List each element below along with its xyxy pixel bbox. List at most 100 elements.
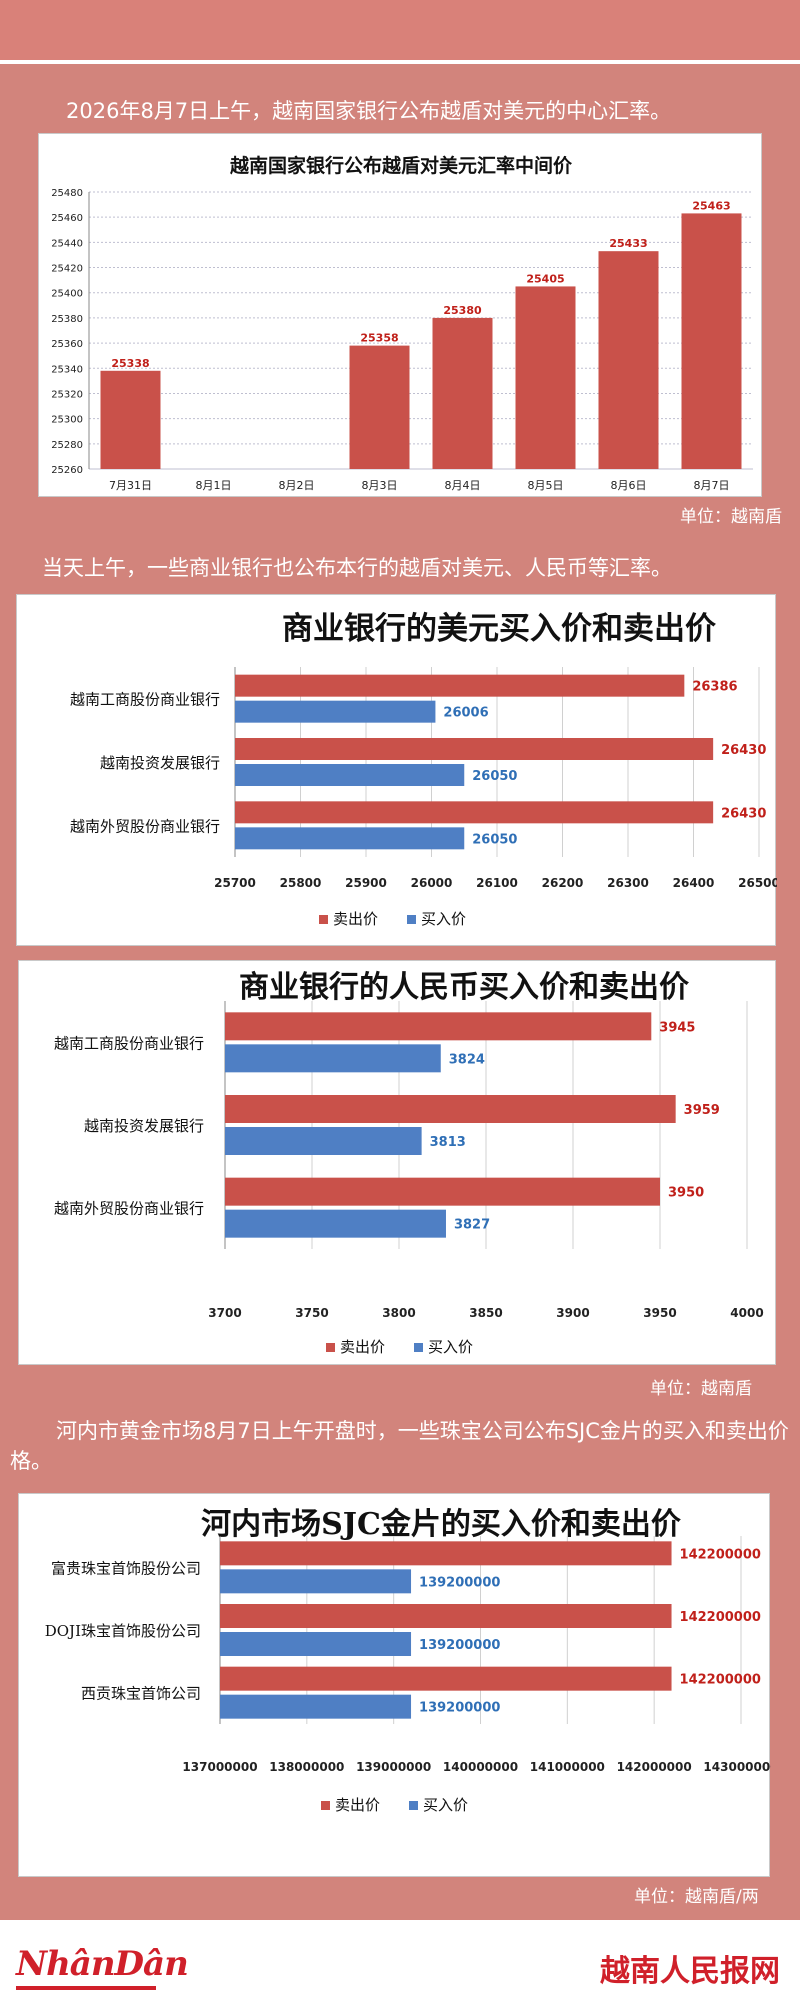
intro-text-1: 2026年8月7日上午，越南国家银行公布越盾对美元的中心汇率。	[66, 99, 672, 123]
x-tick-label: 8月5日	[528, 479, 564, 492]
bar	[515, 286, 576, 469]
sell-bar	[235, 738, 714, 760]
chart-title: 越南国家银行公布越盾对美元汇率中间价	[229, 154, 573, 177]
x-tick-label: 26400	[673, 876, 715, 890]
sell-bar	[220, 1604, 672, 1628]
category-label: 越南外贸股份商业银行	[54, 1200, 204, 1218]
buy-bar	[235, 827, 465, 850]
x-tick-label: 8月4日	[445, 479, 481, 492]
x-tick-label: 3900	[556, 1306, 589, 1320]
data-label: 26430	[721, 743, 766, 758]
data-label: 26430	[721, 806, 766, 821]
chart-title: 商业银行的美元买入价和卖出价	[282, 611, 716, 647]
sell-bar	[220, 1541, 672, 1566]
data-label: 3950	[668, 1186, 704, 1201]
x-tick-label: 3750	[295, 1306, 328, 1320]
x-tick-label: 25800	[280, 876, 322, 890]
y-tick-label: 25260	[51, 465, 83, 476]
chart-central-rate: 越南国家银行公布越盾对美元汇率中间价 25260 25280 25300 25320 25…	[51, 154, 753, 492]
data-label: 139200000	[419, 1701, 500, 1716]
x-tick-label: 8月6日	[611, 479, 647, 492]
category-label: 越南外贸股份商业银行	[70, 817, 220, 835]
category-label: 越南投资发展银行	[100, 754, 220, 772]
sell-bar	[225, 1177, 660, 1206]
legend-swatch	[414, 1343, 423, 1352]
x-tick-label: 3950	[643, 1306, 676, 1320]
sell-bar	[225, 1012, 652, 1041]
data-label: 25463	[692, 199, 730, 212]
x-tick-label: 3800	[382, 1306, 415, 1320]
x-tick-label: 3700	[208, 1306, 241, 1320]
data-label: 3959	[684, 1103, 720, 1118]
intro-text-3: 河内市黄金市场8月7日上午开盘时，一些珠宝公司公布SJC金片的买入和卖出价格。	[10, 1419, 789, 1473]
data-label: 26050	[472, 832, 517, 847]
unit-label-3: 单位：越南盾/两	[634, 1887, 759, 1907]
legend-label: 买入价	[428, 1338, 473, 1356]
x-tick-label: 3850	[469, 1306, 502, 1320]
x-tick-label: 7月31日	[109, 479, 152, 492]
y-tick-label: 25480	[51, 188, 83, 199]
chart-cny-rates: 商业银行的人民币买入价和卖出价 3700 3750 3800 3850 3900 3950 4…	[54, 970, 764, 1356]
legend-swatch	[326, 1343, 335, 1352]
legend-label: 卖出价	[333, 910, 378, 928]
data-label: 3827	[454, 1218, 490, 1233]
data-label: 3945	[659, 1020, 695, 1035]
category-label: 越南工商股份商业银行	[54, 1034, 204, 1052]
y-tick-label: 25340	[51, 364, 83, 375]
x-tick-label: 8月1日	[196, 479, 232, 492]
data-label: 25433	[609, 237, 647, 250]
unit-label-2: 单位：越南盾	[650, 1379, 752, 1399]
y-tick-label: 25360	[51, 339, 83, 350]
chart-title: 河内市场SJC金片的买入价和卖出价	[201, 1507, 681, 1542]
category-label: DOJI珠宝首饰股份公司	[45, 1622, 201, 1640]
data-label: 139200000	[419, 1638, 500, 1653]
data-label: 142200000	[680, 1673, 761, 1688]
x-tick-label: 142000000	[617, 1760, 692, 1774]
buy-bar	[220, 1569, 412, 1594]
buy-bar	[225, 1209, 446, 1238]
site-name[interactable]: 越南人民报网	[600, 1954, 780, 1989]
buy-bar	[225, 1044, 441, 1073]
x-tick-label: 26200	[542, 876, 584, 890]
x-tick-label: 8月7日	[694, 479, 730, 492]
legend-swatch	[319, 915, 328, 924]
y-tick-label: 25320	[51, 389, 83, 400]
y-tick-label: 25400	[51, 289, 83, 300]
data-label: 142200000	[680, 1547, 761, 1562]
bar	[432, 317, 493, 469]
buy-bar	[220, 1632, 412, 1656]
legend-swatch	[407, 915, 416, 924]
category-label: 西贡珠宝首饰公司	[81, 1685, 201, 1703]
chart-card-usd: 商业银行的美元买入价和卖出价 25700 25800 25900 26000 26100 2…	[16, 594, 777, 946]
sell-bar	[235, 674, 685, 697]
footer: NhânDân 越南人民报网	[0, 1920, 800, 2000]
top-divider	[0, 60, 800, 64]
x-tick-label: 138000000	[269, 1760, 344, 1774]
chart-gold-prices: 河内市场SJC金片的买入价和卖出价 137000000 138000000 13900…	[45, 1507, 771, 1814]
intro-text-2: 当天上午，一些商业银行也公布本行的越盾对美元、人民币等汇率。	[42, 556, 672, 580]
buy-bar	[235, 764, 465, 786]
category-label: 越南工商股份商业银行	[70, 691, 220, 709]
y-tick-label: 25300	[51, 415, 83, 426]
sell-bar	[220, 1666, 672, 1691]
unit-label-1: 单位：越南盾	[680, 507, 782, 527]
x-tick-label: 26000	[411, 876, 453, 890]
sell-bar	[235, 801, 714, 824]
y-tick-label: 25440	[51, 238, 83, 249]
nhandan-logo[interactable]: NhânDân	[16, 1944, 189, 1984]
legend-swatch	[321, 1801, 330, 1810]
legend-label: 卖出价	[335, 1796, 380, 1814]
x-tick-label: 25900	[345, 876, 387, 890]
x-tick-label: 137000000	[182, 1760, 257, 1774]
top-band	[0, 0, 800, 60]
x-tick-label: 26100	[476, 876, 518, 890]
y-tick-label: 25420	[51, 264, 83, 275]
x-tick-label: 4000	[730, 1306, 763, 1320]
legend-label: 卖出价	[340, 1338, 385, 1356]
y-tick-label: 25460	[51, 213, 83, 224]
x-tick-label: 140000000	[443, 1760, 518, 1774]
bar	[349, 345, 410, 469]
data-label: 3824	[449, 1052, 485, 1067]
data-label: 25380	[443, 304, 482, 317]
legend-label: 买入价	[423, 1796, 468, 1814]
